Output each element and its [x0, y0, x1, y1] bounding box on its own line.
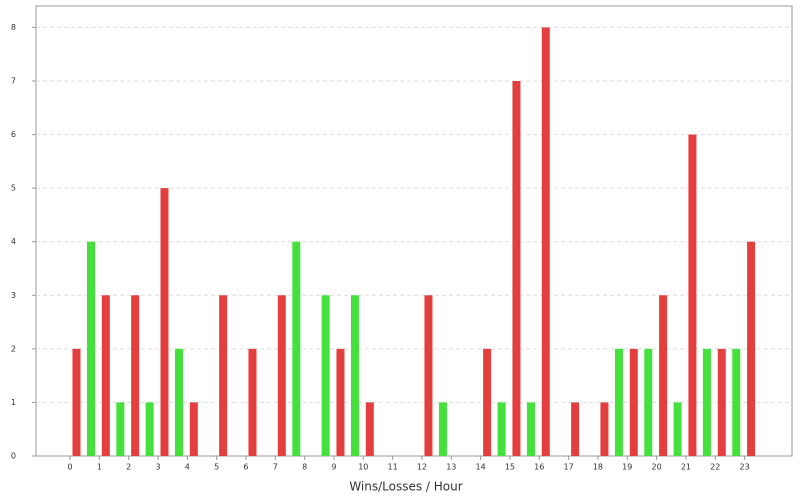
bar [497, 402, 506, 456]
bar [116, 402, 125, 456]
bar [673, 402, 682, 456]
bar [571, 402, 580, 456]
bar [614, 348, 623, 456]
bar [483, 348, 492, 456]
bar [292, 241, 301, 456]
bar [717, 348, 726, 456]
x-tick-label: 22 [710, 463, 720, 472]
y-tick-label: 2 [11, 344, 16, 353]
x-tick-label: 21 [681, 463, 691, 472]
bar [350, 295, 359, 456]
x-tick-label: 23 [739, 463, 749, 472]
y-tick-label: 6 [11, 130, 16, 139]
bar [277, 295, 286, 456]
x-tick-label: 8 [302, 463, 307, 472]
x-tick-label: 5 [214, 463, 219, 472]
y-tick-label: 7 [11, 77, 16, 86]
bar [438, 402, 447, 456]
bar [512, 81, 521, 456]
x-tick-label: 13 [446, 463, 456, 472]
x-tick-label: 12 [417, 463, 427, 472]
bar [131, 295, 140, 456]
bar [174, 348, 183, 456]
bar [189, 402, 198, 456]
bar [248, 348, 257, 456]
bar [160, 188, 169, 456]
x-tick-label: 20 [652, 463, 662, 472]
x-tick-label: 7 [273, 463, 278, 472]
x-tick-label: 17 [564, 463, 574, 472]
bar [747, 241, 756, 456]
y-tick-label: 1 [11, 398, 16, 407]
bar [600, 402, 609, 456]
x-tick-label: 3 [155, 463, 160, 472]
x-tick-label: 0 [67, 463, 72, 472]
x-axis-label: Wins/Losses / Hour [349, 480, 462, 494]
bar [145, 402, 154, 456]
bar [424, 295, 433, 456]
bar [321, 295, 330, 456]
bar [688, 134, 697, 457]
x-tick-label: 11 [388, 463, 398, 472]
bar [541, 27, 550, 457]
bar [101, 295, 110, 456]
plot-frame [35, 5, 793, 457]
x-tick-label: 19 [622, 463, 632, 472]
x-tick-label: 16 [534, 463, 544, 472]
bar [87, 241, 95, 456]
y-tick-label: 3 [11, 291, 16, 300]
bar [702, 348, 711, 456]
x-tick-label: 18 [593, 463, 603, 472]
bar [336, 348, 345, 456]
bar [72, 348, 81, 456]
x-tick-label: 15 [505, 463, 515, 472]
y-tick-label: 0 [11, 452, 16, 461]
x-tick-label: 14 [476, 463, 486, 472]
y-tick-label: 8 [11, 23, 16, 32]
bar [219, 295, 228, 456]
x-tick-label: 4 [185, 463, 190, 472]
x-tick-label: 6 [243, 463, 248, 472]
bar [659, 295, 668, 456]
bar [526, 402, 535, 456]
x-tick-label: 9 [331, 463, 336, 472]
x-tick-label: 1 [97, 463, 102, 472]
x-tick-label: 2 [126, 463, 131, 472]
y-tick-label: 4 [11, 237, 16, 246]
bar [732, 348, 741, 456]
x-tick-label: 10 [358, 463, 368, 472]
bar [644, 348, 653, 456]
y-tick-label: 5 [11, 184, 16, 193]
bar [365, 402, 374, 456]
bar [629, 348, 638, 456]
